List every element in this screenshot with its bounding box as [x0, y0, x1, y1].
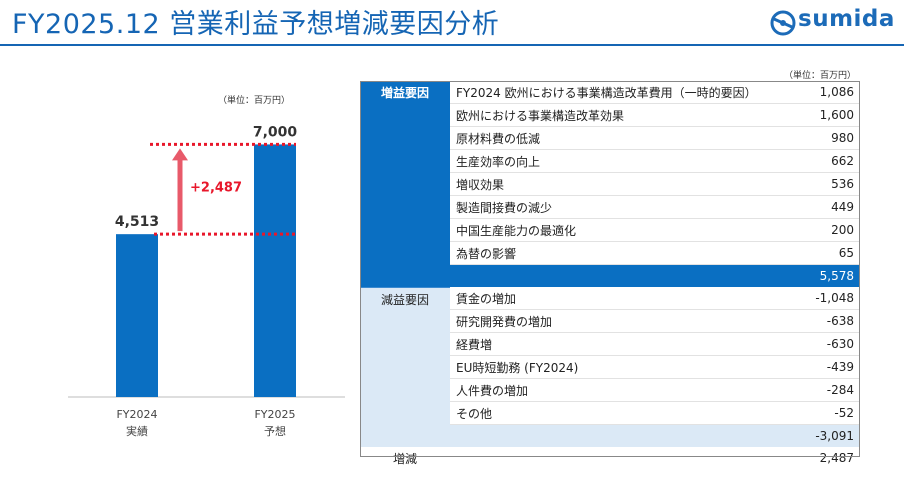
category-sublabel: 実績	[126, 424, 148, 438]
total-label: 増減	[392, 451, 417, 466]
factor-value: 536	[790, 172, 860, 196]
factor-name: 人件費の増加	[450, 378, 790, 402]
decrease-factor-row: EU時短勤務 (FY2024) -439	[360, 355, 860, 379]
decrease-factor-row: 人件費の増加 -284	[360, 378, 860, 402]
total-value: 2,487	[819, 451, 854, 465]
decrease-subtotal-row: -3,091	[360, 424, 860, 447]
factor-value: -52	[790, 401, 860, 425]
bar-FY2024	[116, 234, 158, 397]
bar-FY2025	[254, 144, 296, 397]
decrease-factor-row: 研究開発費の増加 -638	[360, 309, 860, 333]
increase-factor-row: 製造間接費の減少 449	[360, 195, 860, 219]
factor-value: 65	[790, 241, 860, 265]
chart-unit-label: （単位：百万円）	[218, 96, 291, 106]
factor-name: 研究開発費の増加	[450, 309, 790, 333]
category-label: FY2024	[116, 408, 157, 421]
operating-profit-bar-chart: 4,513 FY2024 実績 7,000 FY2025 予想 +2,487	[68, 124, 345, 438]
factor-name: 欧州における事業構造改革効果	[450, 103, 790, 127]
title-rule	[0, 44, 904, 46]
factor-name: EU時短勤務 (FY2024)	[450, 355, 790, 379]
table-unit-label: （単位：百万円）	[784, 71, 857, 81]
factor-value: 1,086	[790, 81, 860, 104]
factor-value: 200	[790, 218, 860, 242]
increase-factor-row: 生産効率の向上 662	[360, 149, 860, 173]
total-spacer	[450, 447, 790, 469]
increase-factor-row: 欧州における事業構造改革効果 1,600	[360, 103, 860, 127]
company-logo: sumida	[770, 6, 900, 38]
factor-name: FY2024 欧州における事業構造改革費用（一時的要因）	[450, 81, 790, 104]
factor-table: 増益要因 FY2024 欧州における事業構造改革費用（一時的要因） 1,086 欧州に…	[360, 81, 860, 469]
logo-text: sumida	[798, 6, 895, 32]
factor-value: 1,600	[790, 103, 860, 127]
increase-subtotal-value: 5,578	[450, 264, 860, 287]
factor-value: 662	[790, 149, 860, 173]
factor-value: -284	[790, 378, 860, 402]
increase-factor-row: 原材料費の低減 980	[360, 126, 860, 150]
total-row: 増減 2,487	[360, 447, 860, 469]
factor-name: 生産効率の向上	[450, 149, 790, 173]
category-sublabel: 予想	[264, 424, 286, 438]
decrease-subtotal-value: -3,091	[450, 424, 860, 447]
factor-value: 980	[790, 126, 860, 150]
factor-value: -638	[790, 309, 860, 333]
page-title: FY2025.12 営業利益予想増減要因分析	[12, 9, 500, 40]
decrease-factor-row: 経費増 -630	[360, 332, 860, 356]
category-label: FY2025	[254, 408, 295, 421]
bar-value-label: 7,000	[253, 124, 298, 140]
increase-factor-row: 為替の影響 65	[360, 241, 860, 265]
increase-category-label: 増益要因	[360, 81, 450, 288]
decrease-category-label: 減益要因	[360, 287, 450, 447]
decrease-factor-row: 減益要因 賃金の増加 -1,048	[360, 287, 860, 447]
factor-name: 為替の影響	[450, 241, 790, 265]
factor-name: 原材料費の低減	[450, 126, 790, 150]
factor-value: -439	[790, 355, 860, 379]
decrease-factor-row: その他 -52	[360, 401, 860, 425]
increase-factor-row: 中国生産能力の最適化 200	[360, 218, 860, 242]
factor-value: -1,048	[790, 287, 860, 310]
logo-icon	[770, 10, 796, 36]
factor-name: 中国生産能力の最適化	[450, 218, 790, 242]
increase-factor-row: 増益要因 FY2024 欧州における事業構造改革費用（一時的要因） 1,086	[360, 81, 860, 288]
factor-value: 449	[790, 195, 860, 219]
increase-factor-row: 増収効果 536	[360, 172, 860, 196]
factor-name: 増収効果	[450, 172, 790, 196]
factor-name: その他	[450, 401, 790, 425]
factor-name: 経費増	[450, 332, 790, 356]
difference-label: +2,487	[190, 180, 242, 195]
factor-name: 製造間接費の減少	[450, 195, 790, 219]
factor-name: 賃金の増加	[450, 287, 790, 310]
factor-value: -630	[790, 332, 860, 356]
bar-value-label: 4,513	[115, 214, 159, 230]
increase-subtotal-row: 5,578	[360, 264, 860, 287]
increase-arrow-head	[172, 148, 188, 161]
